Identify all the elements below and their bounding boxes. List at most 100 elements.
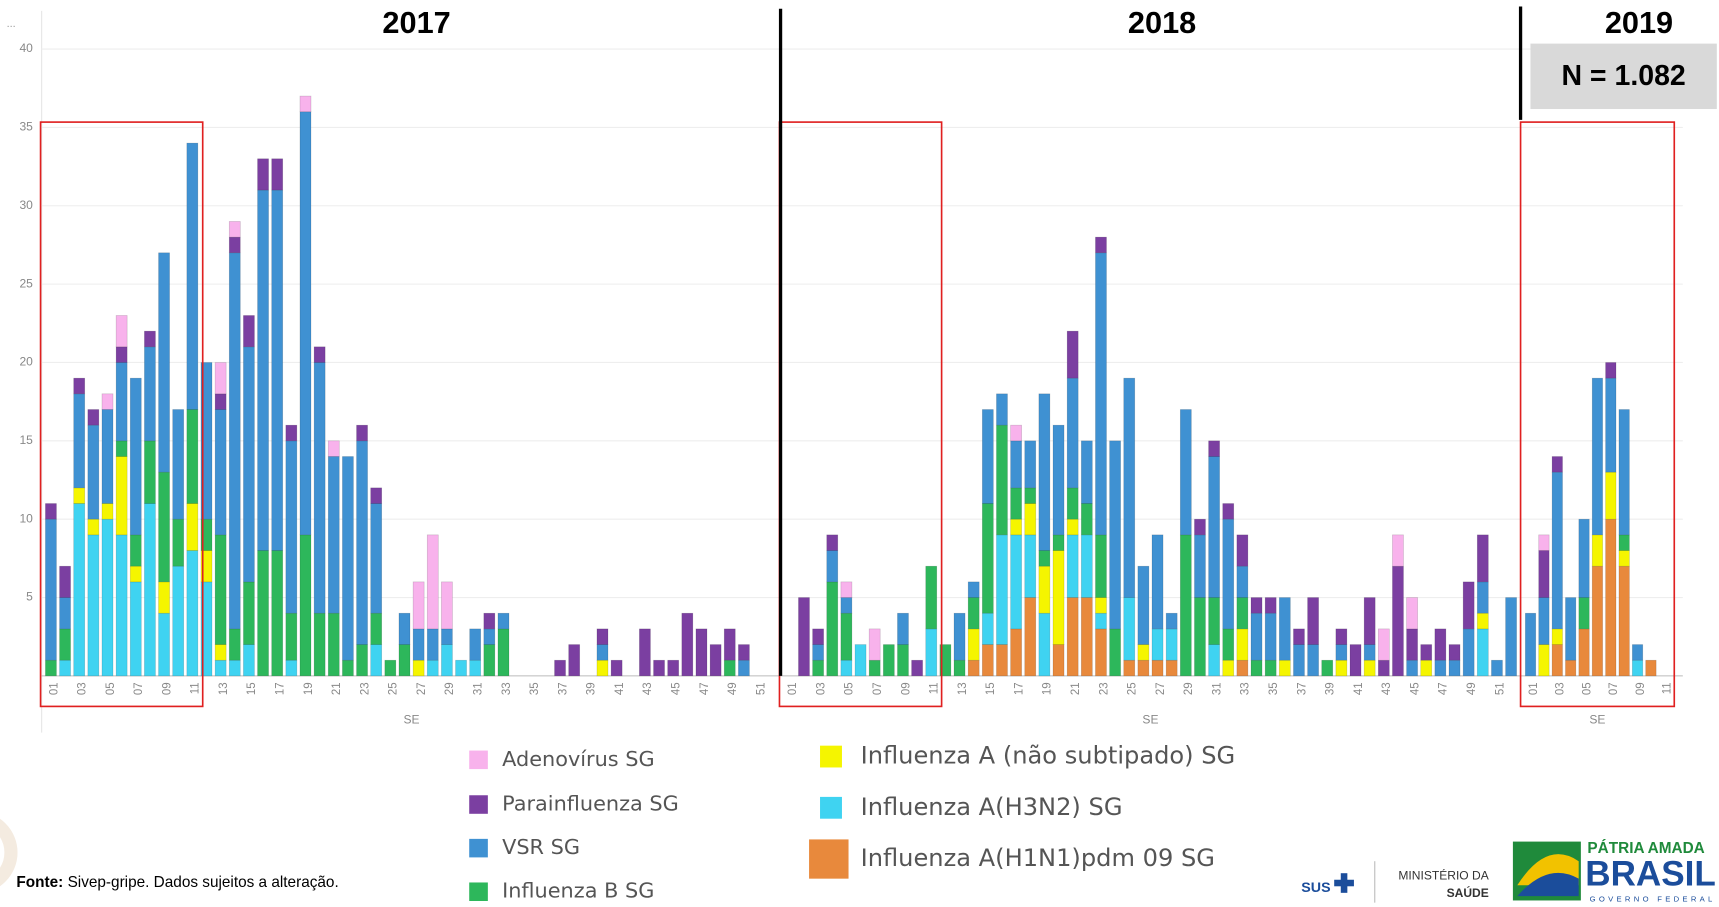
bar-segment [158, 612, 170, 677]
bar-segment [483, 612, 496, 630]
bar-segment [144, 440, 156, 504]
legend-swatch [469, 882, 488, 902]
legend: Adenovírus SG Parainfluenza SG VSR SG Influ… [469, 742, 1235, 903]
bar-segment [1538, 597, 1550, 645]
bar-segment [356, 440, 368, 645]
bar-segment [1179, 534, 1192, 677]
bar-segment [840, 581, 853, 598]
bar-segment [1010, 518, 1022, 536]
bar-segment [981, 503, 994, 614]
bar-segment [129, 565, 142, 583]
bar-segment [45, 503, 57, 520]
bar-segment [214, 409, 227, 536]
bar-segment [1406, 628, 1418, 661]
legend-label: Parainfluenza SG [502, 792, 679, 816]
x-tick-label: 45 [670, 682, 682, 695]
bar-segment [1024, 487, 1037, 504]
bar-segment [967, 581, 980, 598]
bar-segment [228, 236, 241, 254]
bar-segment [73, 503, 86, 677]
panel-title: 2019 [1605, 6, 1673, 40]
bar-segment [1462, 581, 1475, 630]
bar-segment [257, 189, 269, 551]
bar-segment [1476, 612, 1489, 630]
x-tick-label: 37 [1296, 682, 1308, 695]
x-tick-label: 35 [529, 682, 541, 695]
bar-segment [172, 565, 185, 677]
legend-swatch [469, 750, 488, 770]
bar-segment [723, 659, 736, 677]
highlight-frame [39, 121, 204, 708]
bar-segment [1024, 534, 1037, 598]
panel-title: 2017 [382, 6, 450, 40]
bar-segment [1565, 597, 1577, 661]
bar-segment [1335, 659, 1348, 677]
x-tick-label: 05 [844, 682, 856, 695]
title-bg [359, 4, 474, 48]
legend-label: Adenovírus SG [502, 747, 655, 771]
bar-segment [1278, 597, 1291, 661]
bar-segment [1250, 612, 1263, 661]
bar-segment [1095, 252, 1107, 536]
footer: Fonte: Sivep-gripe. Dados sujeitos a alt… [16, 874, 338, 891]
bar-segment [186, 550, 199, 677]
bar-segment [87, 409, 100, 426]
bar-segment [1010, 487, 1022, 520]
bar-segment [1264, 612, 1277, 661]
bar-segment [186, 409, 199, 504]
bar-segment [1434, 628, 1447, 661]
bar-segment [1618, 534, 1630, 551]
bar-segment [469, 628, 482, 661]
bar-segment [981, 644, 994, 677]
x-tick-label: 01 [787, 682, 799, 695]
x-tick-label: 23 [359, 682, 371, 695]
brand-text: GOVERNO FEDERAL [1590, 894, 1716, 903]
bar-segment [953, 659, 966, 677]
bar-segment [1038, 565, 1051, 614]
bar-segment [996, 424, 1008, 536]
legend-swatch [820, 745, 842, 768]
bar-segment [1052, 550, 1065, 645]
x-tick-label: 03 [77, 682, 89, 695]
bar-segment [840, 659, 853, 677]
bar-segment [115, 346, 128, 363]
bar-segment [1194, 518, 1206, 536]
cross [1340, 873, 1348, 893]
bar-segment [186, 142, 199, 410]
bar-segment [313, 362, 326, 614]
bar-segment [45, 659, 57, 677]
bar-segment [1066, 330, 1079, 379]
bar-segment [1448, 644, 1461, 661]
bar-segment [925, 628, 938, 677]
bar-segment [1052, 534, 1065, 551]
bar-segment [1236, 534, 1249, 567]
grid: 5 10 15 20 25 30 35 40 [19, 41, 1683, 604]
y-tick-label: 10 [19, 511, 33, 525]
bar-segment [271, 550, 284, 677]
bar-segment [1010, 534, 1022, 630]
bar-segment [1335, 628, 1348, 645]
bar-segment [1024, 597, 1037, 677]
bar-segment [681, 612, 694, 677]
x-tick-label: 03 [815, 682, 827, 695]
bar-segment [667, 659, 680, 677]
legend-swatch [820, 796, 842, 819]
bar-segment [554, 659, 566, 677]
bar-segment [1236, 659, 1249, 677]
bar-segment [1565, 659, 1577, 677]
bar-segment [1551, 456, 1563, 473]
x-tick-label: 47 [1438, 682, 1450, 695]
x-tick-label: 31 [1211, 682, 1223, 695]
bar-segment [967, 597, 980, 630]
bar-segment [243, 346, 255, 583]
bar-segment [840, 597, 853, 614]
bar-segment [426, 534, 439, 630]
x-tick-label: 21 [331, 682, 343, 695]
bar-segment [1538, 550, 1550, 598]
bar-segment [214, 393, 227, 410]
bar-segment [695, 628, 708, 677]
sus-logo: SUS MINISTÉRIO DA SAÚDE [1301, 861, 1489, 903]
bar-segment [1010, 628, 1022, 677]
bar-segment [370, 487, 383, 504]
brand-text: PÁTRIA AMADA [1587, 840, 1704, 857]
